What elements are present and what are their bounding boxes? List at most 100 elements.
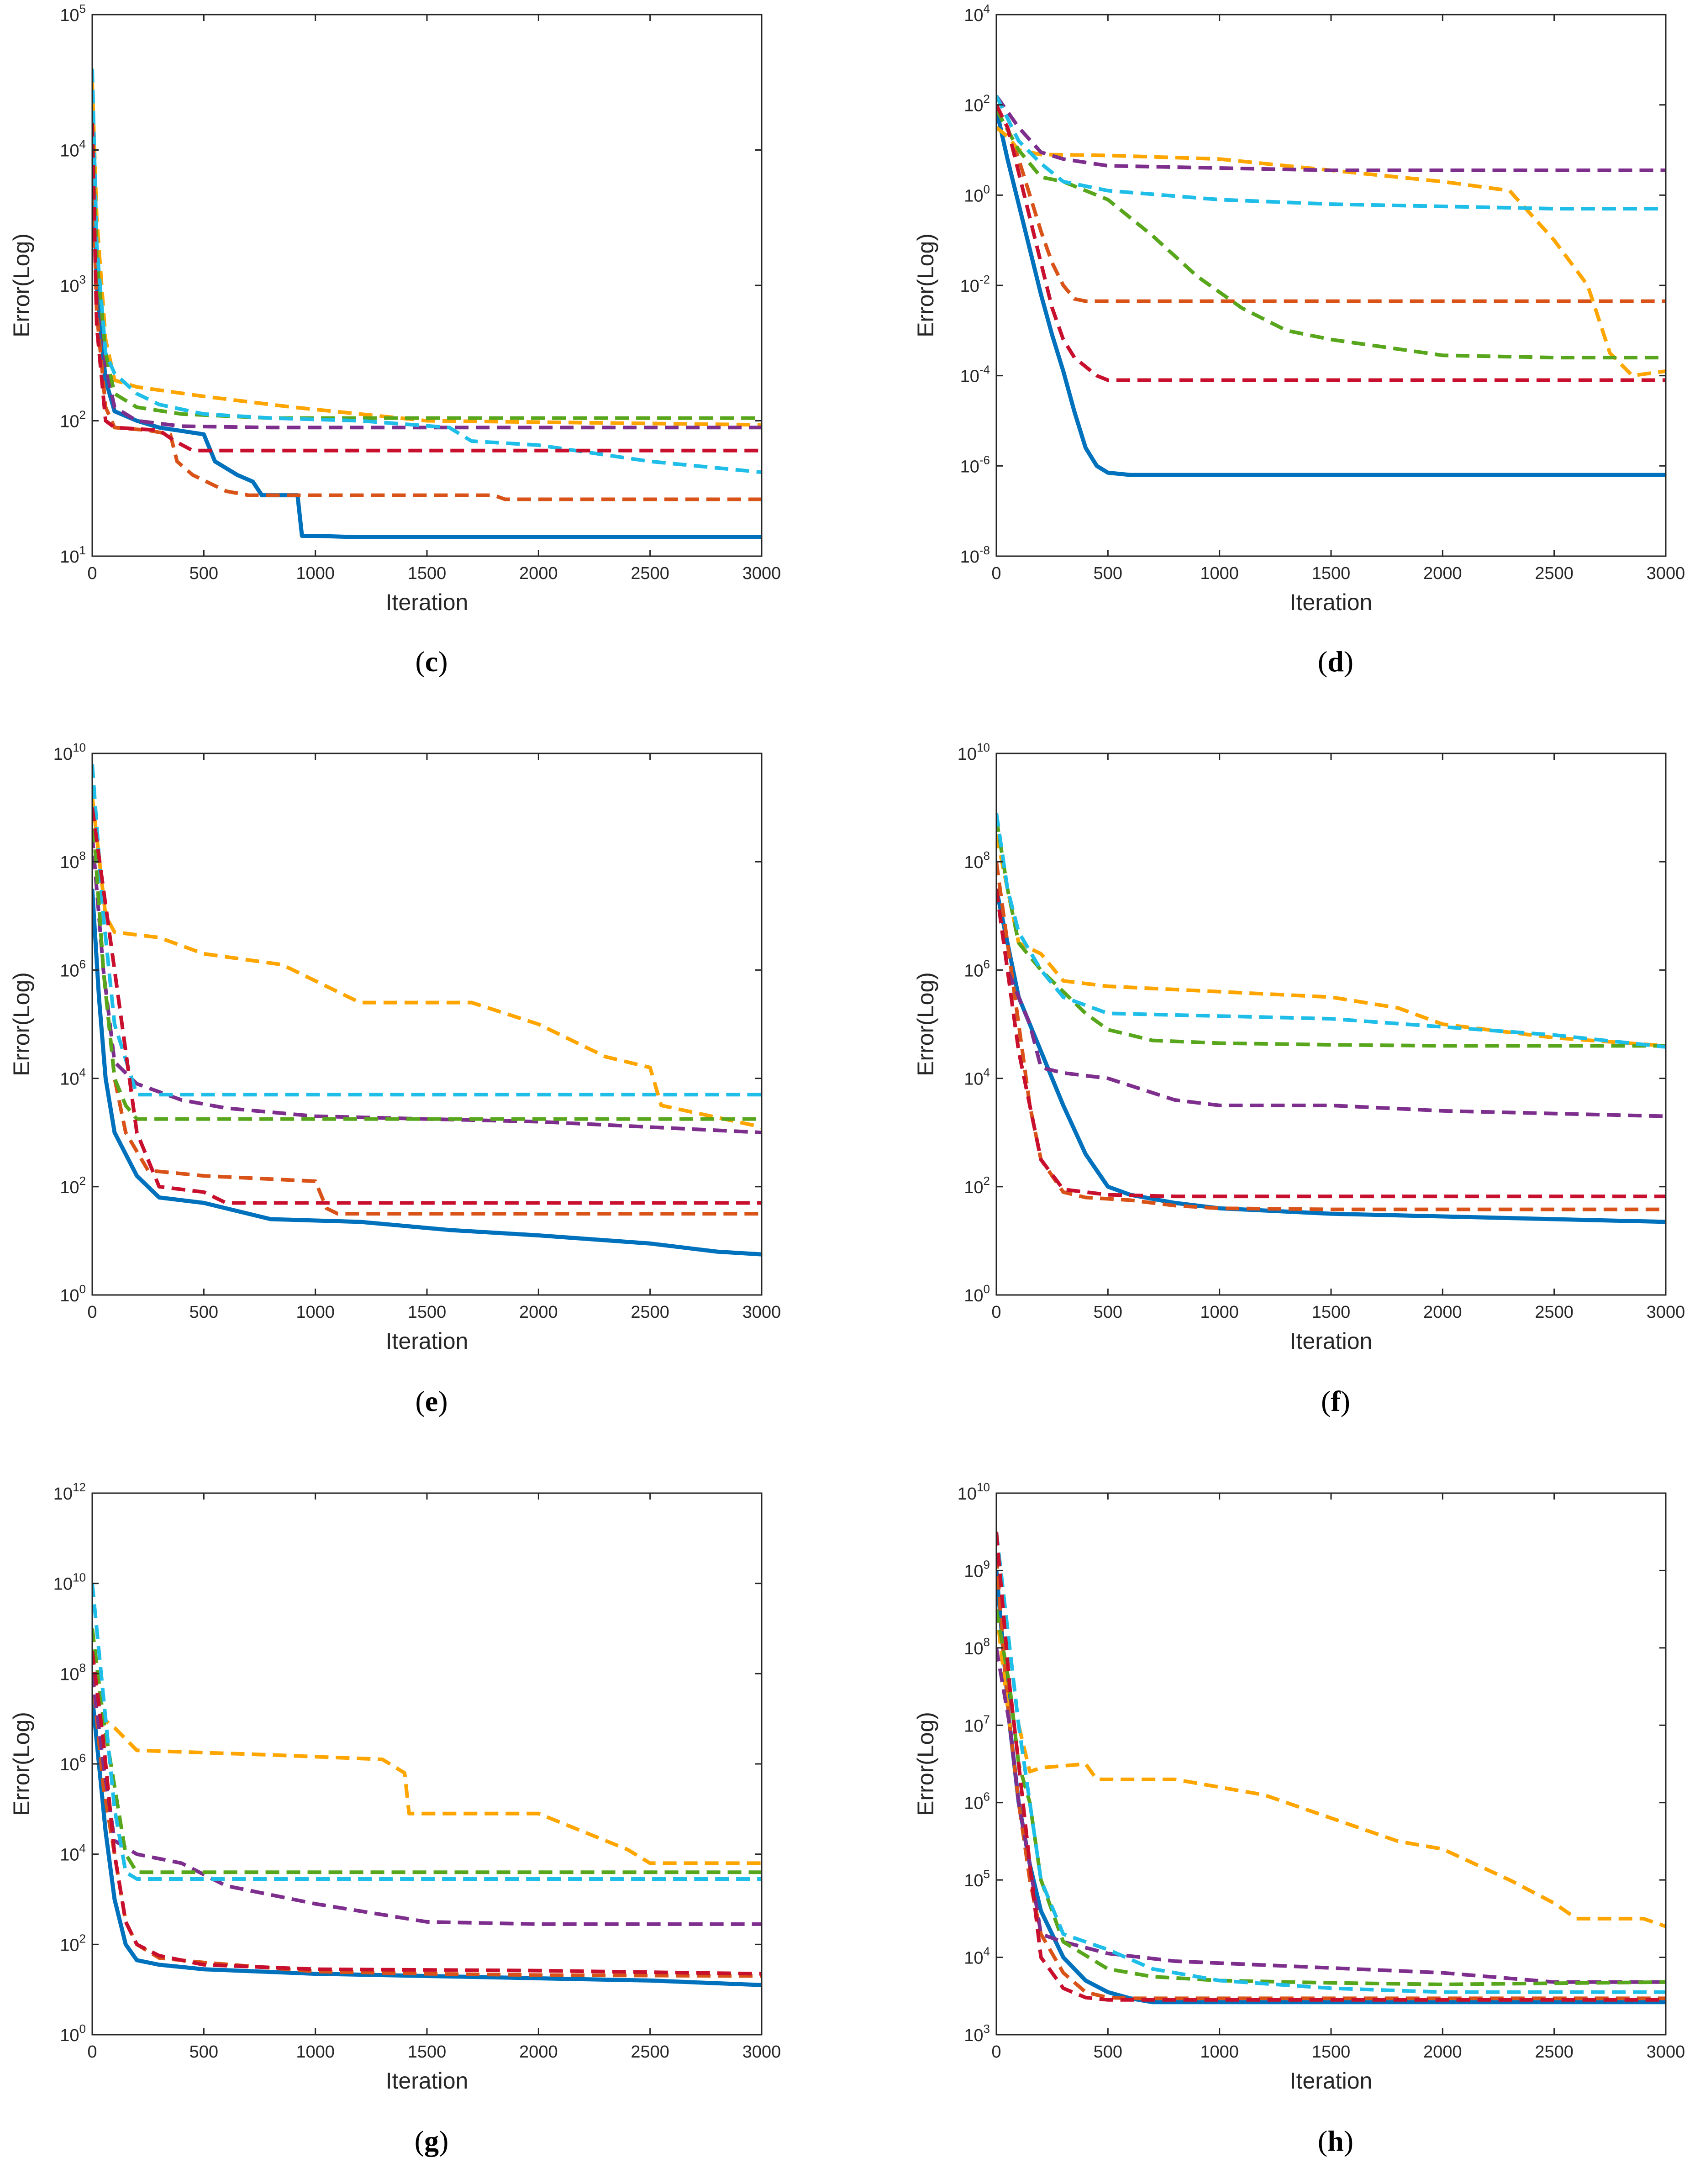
plot-area bbox=[996, 15, 1666, 556]
y-tick-label: 1012 bbox=[53, 1480, 86, 1504]
series-line-blue bbox=[92, 1696, 762, 1987]
panel-caption: (e) bbox=[415, 1385, 447, 1417]
x-tick-label: 2500 bbox=[631, 1303, 669, 1322]
y-tick-label: 1010 bbox=[958, 741, 990, 764]
y-tick-label: 106 bbox=[60, 1751, 86, 1774]
x-tick-label: 2000 bbox=[519, 2042, 558, 2062]
series-line-red bbox=[996, 888, 1666, 1199]
x-axis-label: Iteration bbox=[1290, 1328, 1373, 1354]
x-tick-label: 1500 bbox=[408, 564, 447, 583]
series-line-cyan bbox=[996, 1531, 1666, 1994]
plot-area bbox=[92, 15, 762, 556]
series-group bbox=[996, 95, 1666, 477]
x-tick-label: 2500 bbox=[1535, 564, 1574, 583]
x-tick-label: 1000 bbox=[1200, 1303, 1239, 1322]
x-tick-label: 2500 bbox=[631, 2042, 669, 2062]
series-line-green bbox=[996, 1609, 1666, 1986]
x-tick-label: 1000 bbox=[296, 564, 335, 583]
series-line-blue bbox=[996, 888, 1666, 1224]
y-tick-label: 10-6 bbox=[960, 453, 990, 476]
x-axis-label: Iteration bbox=[1290, 2068, 1373, 2094]
y-axis-label: Error(Log) bbox=[9, 972, 34, 1076]
chart-panel-h: 0 500 1000 1500 2000 2500 3000 103 104 105 106 107 1… bbox=[913, 1480, 1685, 2157]
x-tick-label: 3000 bbox=[1647, 1303, 1685, 1322]
x-tick-label: 2000 bbox=[1423, 564, 1462, 583]
series-line-purple bbox=[92, 1673, 762, 1926]
series-line-cyan bbox=[92, 68, 762, 474]
series-line-red bbox=[92, 1651, 762, 1976]
y-tick-label: 108 bbox=[60, 1661, 86, 1684]
y-tick-label: 104 bbox=[60, 1066, 86, 1089]
y-tick-label: 102 bbox=[60, 1174, 86, 1197]
x-tick-label: 500 bbox=[1094, 564, 1122, 583]
x-tick-label: 1000 bbox=[296, 1303, 335, 1322]
series-group bbox=[92, 764, 762, 1257]
chart-panel-f: 0 500 1000 1500 2000 2500 3000 100 102 104 106 108 1… bbox=[913, 741, 1685, 1417]
x-tick-label: 500 bbox=[189, 2042, 218, 2062]
x-tick-label: 0 bbox=[991, 1303, 1001, 1322]
x-tick-label: 2500 bbox=[1535, 2042, 1574, 2062]
y-tick-label: 102 bbox=[60, 1931, 86, 1955]
x-tick-label: 2000 bbox=[519, 564, 558, 583]
y-tick-label: 107 bbox=[964, 1712, 990, 1736]
series-group bbox=[92, 68, 762, 539]
x-tick-label: 3000 bbox=[1647, 2042, 1685, 2062]
y-tick-label: 106 bbox=[964, 1790, 990, 1813]
y-tick-label: 103 bbox=[60, 273, 86, 296]
x-tick-label: 3000 bbox=[742, 564, 781, 583]
y-axis-label: Error(Log) bbox=[913, 1712, 938, 1816]
x-tick-label: 0 bbox=[87, 2042, 97, 2062]
x-tick-label: 1000 bbox=[1200, 564, 1239, 583]
x-tick-label: 500 bbox=[1094, 2042, 1122, 2062]
panel-caption: (h) bbox=[1318, 2125, 1353, 2157]
x-tick-label: 1500 bbox=[1312, 1303, 1351, 1322]
y-tick-label: 102 bbox=[964, 1174, 990, 1197]
series-line-red bbox=[996, 104, 1666, 382]
x-tick-label: 2000 bbox=[519, 1303, 558, 1322]
panel-caption: (d) bbox=[1318, 645, 1353, 678]
series-line-orange bbox=[996, 1555, 1666, 2000]
series-line-cyan bbox=[996, 812, 1666, 1049]
x-axis-label: Iteration bbox=[1290, 589, 1373, 615]
x-tick-label: 2000 bbox=[1423, 1303, 1462, 1322]
series-group bbox=[996, 812, 1666, 1224]
series-line-orange bbox=[996, 861, 1666, 1211]
series-line-green bbox=[996, 108, 1666, 360]
y-tick-label: 106 bbox=[964, 957, 990, 980]
y-tick-label: 108 bbox=[60, 849, 86, 872]
x-tick-label: 1500 bbox=[1312, 564, 1351, 583]
plot-area bbox=[996, 1493, 1666, 2035]
x-tick-label: 1500 bbox=[1312, 2042, 1351, 2062]
y-tick-label: 1010 bbox=[53, 741, 86, 764]
series-line-yellow bbox=[996, 126, 1666, 378]
y-tick-label: 102 bbox=[60, 408, 86, 432]
series-line-green bbox=[92, 1628, 762, 1874]
y-tick-label: 10-8 bbox=[960, 543, 990, 567]
y-tick-label: 108 bbox=[964, 1635, 990, 1658]
x-tick-label: 2500 bbox=[1535, 1303, 1574, 1322]
y-tick-label: 100 bbox=[60, 1282, 86, 1305]
x-axis-label: Iteration bbox=[386, 589, 468, 615]
series-line-purple bbox=[996, 1647, 1666, 1984]
y-tick-label: 104 bbox=[964, 2, 990, 25]
y-tick-label: 101 bbox=[60, 543, 86, 567]
y-tick-label: 1010 bbox=[958, 1480, 990, 1504]
y-tick-label: 10-2 bbox=[960, 273, 990, 296]
y-tick-label: 108 bbox=[964, 849, 990, 872]
x-tick-label: 1000 bbox=[296, 2042, 335, 2062]
x-tick-label: 500 bbox=[189, 1303, 218, 1322]
y-tick-label: 104 bbox=[964, 1945, 990, 1968]
y-tick-label: 105 bbox=[60, 2, 86, 25]
y-axis-label: Error(Log) bbox=[913, 233, 938, 337]
y-tick-label: 109 bbox=[964, 1558, 990, 1581]
y-tick-label: 102 bbox=[964, 92, 990, 116]
x-tick-label: 500 bbox=[1094, 1303, 1122, 1322]
y-tick-label: 106 bbox=[60, 957, 86, 980]
y-tick-label: 1010 bbox=[53, 1571, 86, 1594]
panel-caption: (f) bbox=[1321, 1385, 1350, 1417]
x-tick-label: 3000 bbox=[1647, 564, 1685, 583]
series-line-purple bbox=[996, 888, 1666, 1118]
x-tick-label: 1500 bbox=[408, 2042, 447, 2062]
x-tick-label: 500 bbox=[189, 564, 218, 583]
